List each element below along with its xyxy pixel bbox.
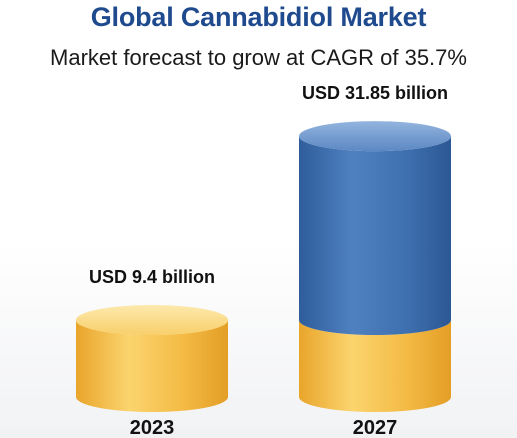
value-label-2027: USD 31.85 billion [302, 83, 448, 103]
value-label-2023: USD 9.4 billion [89, 267, 215, 287]
bar-2027-growth-segment-side [299, 136, 452, 336]
bar-2027-base-segment-side [299, 320, 452, 412]
category-label-2027: 2027 [353, 417, 398, 438]
bar-2023-base-segment-side [76, 320, 228, 412]
bar-2023-base-segment-top [76, 305, 228, 336]
chart-subtitle: Market forecast to grow at CAGR of 35.7% [50, 45, 467, 70]
category-label-2023: 2023 [130, 417, 175, 438]
chart-title: Global Cannabidiol Market [90, 2, 427, 32]
bar-2027-growth-segment-top [299, 121, 451, 152]
